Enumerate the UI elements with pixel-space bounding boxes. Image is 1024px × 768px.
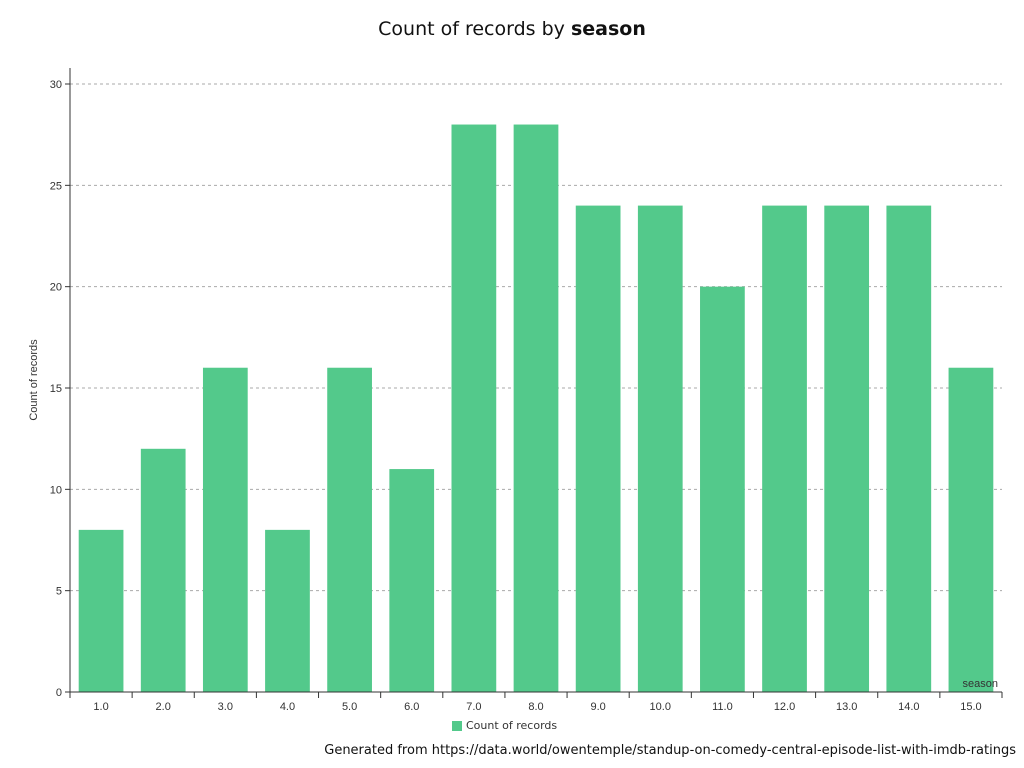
x-tick-label: 7.0 [466,701,481,713]
x-tick-label: 8.0 [528,701,543,713]
chart-title-prefix: Count of records by [378,18,571,40]
bar [265,529,310,692]
x-tick-label: 6.0 [404,701,419,713]
x-tick-label: 10.0 [650,701,671,713]
x-tick-label: 4.0 [280,701,295,713]
chart-title: Count of records by season [0,18,1024,40]
bar [762,205,807,692]
y-tick-label: 20 [50,282,62,294]
y-tick-label: 15 [50,383,62,395]
source-footer: Generated from https://data.world/owente… [324,743,1016,758]
x-axis-label: season [963,678,998,690]
x-tick-label: 15.0 [960,701,981,713]
y-tick-label: 30 [50,79,62,91]
bar [700,286,745,692]
legend: Count of records [452,719,557,732]
y-tick-label: 5 [56,586,62,598]
bar [451,124,497,693]
x-tick-label: 3.0 [218,701,233,713]
bar [886,205,932,692]
x-tick-label: 1.0 [93,701,108,713]
bar [575,205,621,692]
bar [327,367,372,692]
x-tick-label: 14.0 [898,701,919,713]
bars-layer [78,124,994,693]
bar [948,367,994,692]
bar [389,469,435,692]
x-tick-label: 13.0 [836,701,857,713]
x-tick-label: 12.0 [774,701,795,713]
x-tick-label: 11.0 [712,701,733,713]
x-tick-label: 2.0 [156,701,171,713]
bar [78,529,124,692]
bar [824,205,870,692]
chart-title-bold: season [570,18,646,40]
y-tick-label: 25 [50,180,62,192]
legend-swatch [452,720,462,731]
bar [513,124,559,693]
bar [637,205,683,692]
y-tick-label: 10 [50,484,62,496]
bar [202,367,248,692]
x-tick-label: 9.0 [590,701,605,713]
axis-layer: 0 5 10 15 20 25 30 1.0 2.0 3.0 4.0 5.0 6.0 7.0 8.0 9.0 1… [50,68,1003,713]
y-tick-label: 0 [56,687,62,699]
bar [140,448,186,692]
y-axis-label: Count of records [28,339,40,421]
legend-label: Count of records [466,719,558,732]
x-tick-label: 5.0 [342,701,357,713]
